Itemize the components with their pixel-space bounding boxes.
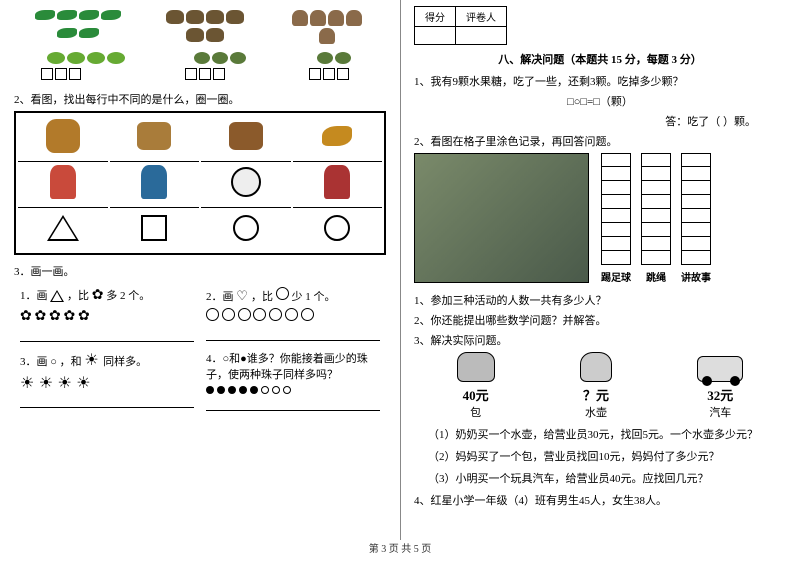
item-kettle: ？元 水壶 (580, 352, 612, 420)
item-label: 汽车 (697, 404, 743, 420)
flower-icon (92, 287, 104, 304)
price: 32元 (697, 385, 743, 404)
item-label: 包 (457, 404, 495, 420)
bar-col: 踢足球 (601, 153, 631, 284)
bag-icon (457, 352, 495, 382)
page-footer: 第 3 页 共 5 页 (0, 540, 800, 555)
kettle-icon (580, 352, 612, 382)
triangle-icon (47, 215, 79, 241)
sub-q4: 4．○和●谁多？你能接着画少的珠子，使两种珠子同样多吗？ (200, 346, 386, 415)
table-row (18, 207, 382, 251)
sub-q3: 3．画 ○ ，和 同样多。 (14, 346, 200, 415)
left-column: 2、看图，找出每行中不同的是什么，圈一圈。 3．画一画。 (0, 0, 400, 540)
bar-grid[interactable] (601, 153, 631, 265)
animal-table (14, 111, 386, 255)
r-q3: 3、解决实际问题。 (414, 332, 786, 348)
car-icon (697, 356, 743, 382)
fish-group (33, 10, 123, 44)
r-q2: 2、看图在格子里涂色记录，再回答问题。 (414, 133, 786, 149)
items-row: 40元 包 ？元 水壶 32元 汽车 (414, 352, 786, 420)
girl-icon (141, 165, 167, 199)
r-q3-1: （1）奶奶买一个水壶，给营业员30元，找回5元。一个水壶多少元？ (428, 426, 786, 442)
nurse-icon (324, 165, 350, 199)
r-q1-ans: 答：吃了（ ）颗。 (414, 113, 786, 129)
fish-icon (322, 126, 352, 146)
item-bag: 40元 包 (457, 352, 495, 420)
r-q1-eq: □○□=□（颗） (414, 93, 786, 109)
square-icon (141, 215, 167, 241)
draw-subgrid: 1．画 ，比 多 2 个。 2．画 ，比 少 1 个。 3．画 ○ ，和 同样多… (14, 283, 386, 415)
answer-line[interactable] (20, 328, 194, 342)
duck-group (160, 10, 250, 44)
r-q1: 1、我有9颗水果糖，吃了一些，还剩3颗。吃掉多少颗？ (414, 73, 786, 89)
fill-boxes[interactable] (309, 68, 349, 80)
heart-icon (236, 288, 248, 300)
fill-boxes[interactable] (41, 68, 81, 80)
sun-icon (84, 350, 100, 366)
worksheet-page: 2、看图，找出每行中不同的是什么，圈一圈。 3．画一画。 (0, 0, 800, 540)
item-label: 水壶 (580, 404, 612, 420)
bead-row (206, 386, 380, 394)
sub-q1: 1．画 ，比 多 2 个。 (14, 283, 200, 346)
turtle-group-1 (185, 52, 255, 83)
frog-group (41, 52, 131, 83)
sub-q2: 2．画 ，比 少 1 个。 (200, 283, 386, 346)
right-column: 得分 评卷人 八、解决问题（本题共 15 分，每题 3 分） 1、我有9颗水果糖… (400, 0, 800, 540)
bar-grid[interactable] (641, 153, 671, 265)
r-q3-3: （3）小明买一个玩具汽车，给营业员40元。应找回几元？ (428, 470, 786, 486)
bar-grids: 踢足球 跳绳 讲故事 (601, 153, 711, 284)
section-title: 八、解决问题（本题共 15 分，每题 3 分） (414, 51, 786, 67)
grader-cell[interactable] (456, 27, 507, 45)
smiley-icon (276, 287, 289, 300)
q2-text: 2、看图，找出每行中不同的是什么，圈一圈。 (14, 91, 386, 107)
panda-icon (231, 167, 261, 197)
top-animal-row (14, 10, 386, 44)
bar-grid[interactable] (681, 153, 711, 265)
lion-icon (46, 119, 80, 153)
bar-col: 讲故事 (681, 153, 711, 284)
bar-col: 跳绳 (641, 153, 671, 284)
grader-label: 评卷人 (456, 7, 507, 27)
r-q2-2: 2、你还能提出哪些数学问题？并解答。 (414, 312, 786, 328)
circle-icon (324, 215, 350, 241)
rooster-group (287, 10, 367, 44)
sub4-text: 4．○和●谁多？你能接着画少的珠子，使两种珠子同样多吗？ (206, 350, 380, 382)
horse-icon (229, 122, 263, 150)
activity-photo (414, 153, 589, 283)
triangle-small-icon (50, 290, 64, 302)
r-q2-1: 1、参加三种活动的人数一共有多少人？ (414, 292, 786, 308)
price: 40元 (457, 385, 495, 404)
camel-icon (137, 122, 171, 150)
q2-content: 踢足球 跳绳 讲故事 (414, 153, 786, 284)
item-car: 32元 汽车 (697, 356, 743, 420)
turtle-group-2 (309, 52, 359, 83)
fill-boxes[interactable] (185, 68, 225, 80)
bar-label: 跳绳 (641, 269, 671, 284)
answer-line[interactable] (20, 394, 194, 408)
answer-line[interactable] (206, 397, 380, 411)
circle-icon (233, 215, 259, 241)
table-row (18, 115, 382, 159)
score-table: 得分 评卷人 (414, 6, 507, 45)
score-cell[interactable] (415, 27, 456, 45)
boy-icon (50, 165, 76, 199)
bar-label: 踢足球 (601, 269, 631, 284)
r-q4: 4、红星小学一年级（4）班有男生45人，女生38人。 (414, 492, 786, 508)
price: ？元 (580, 385, 612, 404)
q3-text: 3．画一画。 (14, 263, 386, 279)
table-row (18, 161, 382, 205)
bar-label: 讲故事 (681, 269, 711, 284)
score-label: 得分 (415, 7, 456, 27)
mid-animal-row (14, 52, 386, 83)
answer-line[interactable] (206, 327, 380, 341)
r-q3-2: （2）妈妈买了一个包，营业员找回10元，妈妈付了多少元？ (428, 448, 786, 464)
